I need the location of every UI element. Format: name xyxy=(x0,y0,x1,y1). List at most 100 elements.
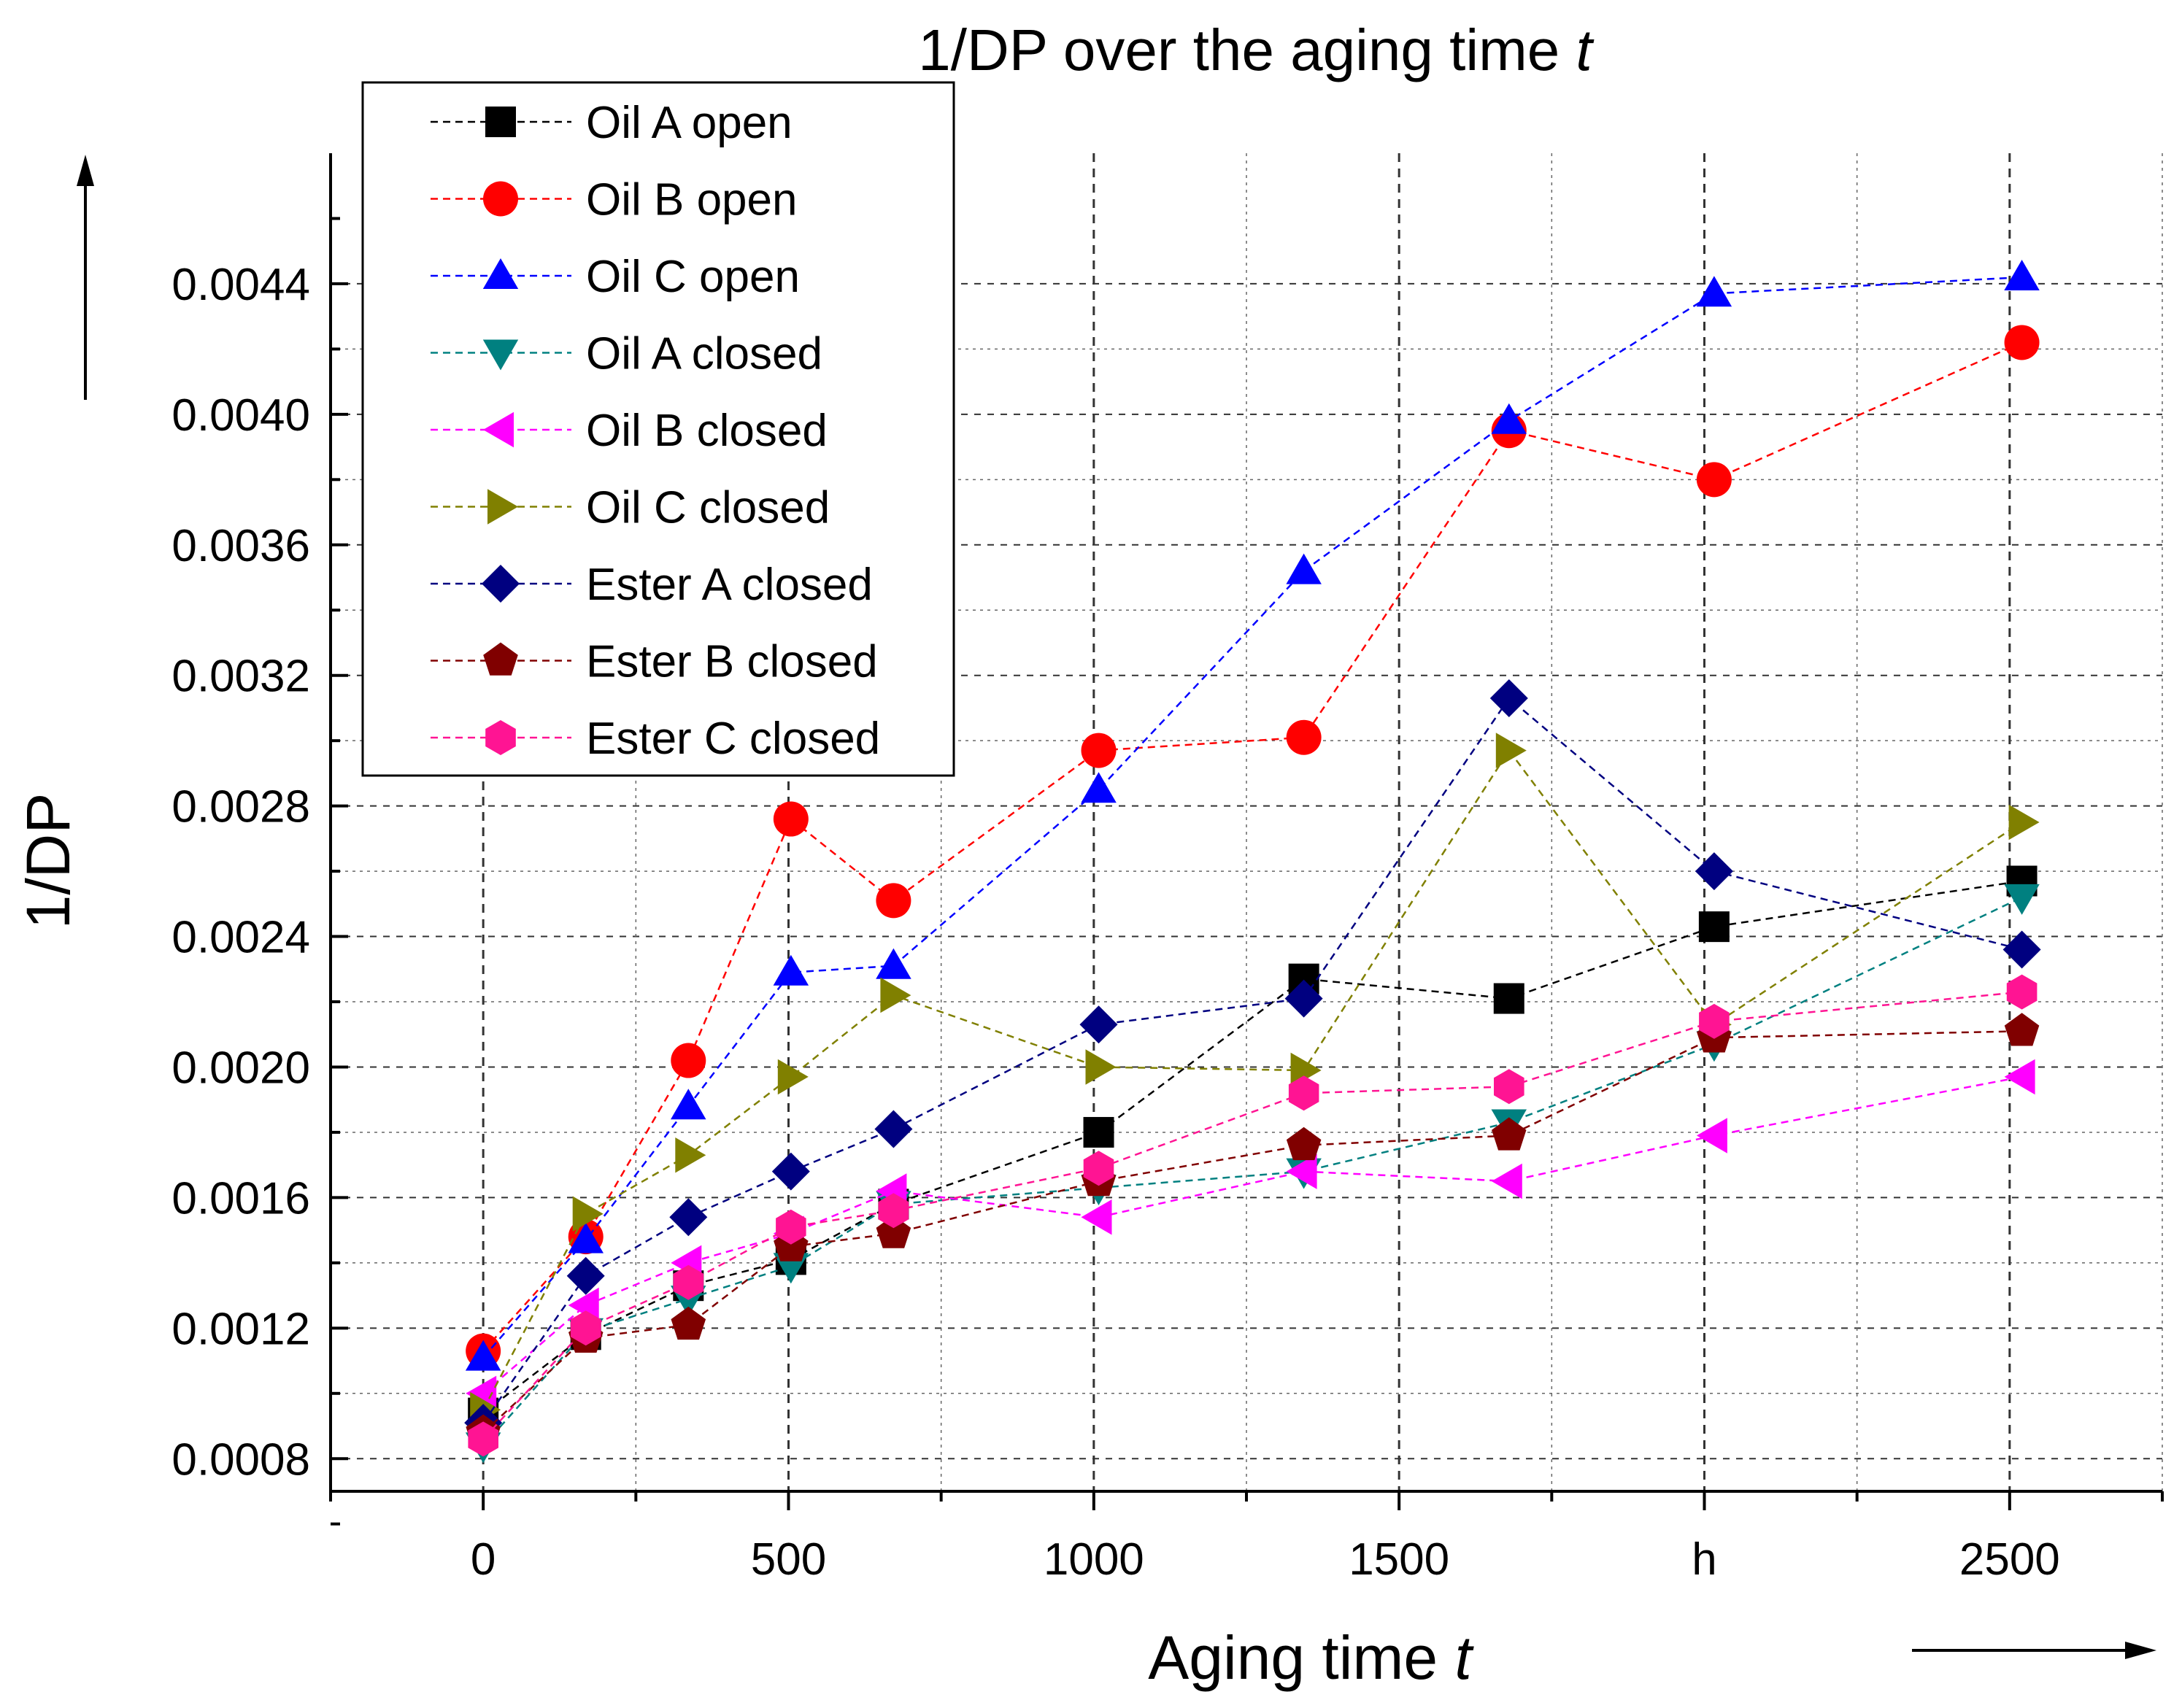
data-point-ester-c-closed xyxy=(776,1209,806,1245)
data-point-ester-a-closed xyxy=(1284,979,1323,1018)
y-tick-label: 0.0012 xyxy=(171,1304,310,1354)
data-point-oil-c-open xyxy=(1286,553,1322,584)
series-line-oil-c-open xyxy=(482,276,2022,1359)
data-point-ester-b-closed xyxy=(671,1306,706,1340)
y-tick-label: 0.0028 xyxy=(171,782,310,832)
data-point-oil-b-open xyxy=(773,801,809,837)
y-tick-label: 0.0020 xyxy=(171,1043,310,1093)
chart-title: 1/DP over the aging time t xyxy=(918,18,1594,82)
series-oil-a-open xyxy=(468,865,2038,1429)
data-point-ester-a-closed xyxy=(771,1152,810,1191)
legend-marker xyxy=(483,642,518,676)
data-point-oil-c-open xyxy=(465,1340,501,1371)
legend-label: Oil C open xyxy=(586,252,800,302)
data-point-oil-c-closed xyxy=(1085,1049,1117,1085)
x-tick-label: 500 xyxy=(751,1534,826,1585)
data-point-oil-b-open xyxy=(1081,733,1117,768)
data-point-ester-c-closed xyxy=(468,1421,498,1457)
data-point-ester-c-closed xyxy=(1083,1151,1114,1186)
data-point-ester-b-closed xyxy=(1492,1117,1527,1151)
data-point-oil-b-open xyxy=(876,883,911,919)
series-line-oil-a-closed xyxy=(482,896,2023,1447)
x-tick-label: 2500 xyxy=(1959,1534,2060,1585)
series-line-ester-a-closed xyxy=(482,697,2022,1423)
data-point-ester-a-closed xyxy=(1079,1005,1118,1044)
data-point-oil-c-closed xyxy=(2008,804,2040,841)
data-point-oil-b-open xyxy=(1696,462,1732,498)
series-line-oil-b-closed xyxy=(482,1075,2022,1394)
chart-title-text: 1/DP over the aging time xyxy=(918,18,1560,82)
data-point-oil-c-open xyxy=(2004,260,2040,290)
legend-item: Oil B open xyxy=(431,175,798,225)
x-axis-arrow-head xyxy=(2125,1642,2156,1659)
legend-item: Ester C closed xyxy=(431,714,880,764)
series-line-oil-a-open xyxy=(482,880,2022,1414)
legend-label: Oil B closed xyxy=(586,406,828,456)
legend-label: Oil A closed xyxy=(586,329,822,379)
legend-marker xyxy=(482,339,519,371)
series-line-ester-b-closed xyxy=(482,1030,2022,1434)
data-point-oil-b-open xyxy=(2004,325,2040,360)
data-point-ester-a-closed xyxy=(874,1110,913,1148)
data-point-ester-c-closed xyxy=(1288,1075,1319,1111)
y-tick-label: 0.0040 xyxy=(171,390,310,441)
legend-item: Oil B closed xyxy=(431,406,828,456)
data-point-ester-c-closed xyxy=(1699,1003,1730,1039)
data-point-ester-a-closed xyxy=(2002,930,2041,969)
data-point-ester-a-closed xyxy=(1695,852,1733,891)
series-line-ester-c-closed xyxy=(482,991,2022,1440)
data-point-oil-a-open xyxy=(1083,1116,1114,1148)
x-tick-label: 1500 xyxy=(1349,1534,1449,1585)
x-axis-label: Aging time t xyxy=(1148,1623,1474,1692)
series-oil-c-open xyxy=(465,260,2040,1371)
series-oil-c-closed xyxy=(470,733,2040,1428)
data-point-ester-a-closed xyxy=(566,1256,605,1295)
legend-marker xyxy=(482,258,519,289)
legend-marker xyxy=(482,565,520,603)
data-point-oil-b-open xyxy=(1286,719,1322,755)
x-axis-label-italic: t xyxy=(1454,1623,1474,1692)
legend-marker xyxy=(485,720,516,755)
x-tick-label: 0 xyxy=(471,1534,496,1585)
data-point-oil-b-closed xyxy=(1696,1118,1727,1154)
data-point-oil-c-closed xyxy=(777,1059,809,1095)
legend-label: Oil B open xyxy=(586,175,798,225)
legend-item: Ester B closed xyxy=(431,637,878,687)
y-tick-label: 0.0008 xyxy=(171,1434,310,1485)
data-point-oil-b-closed xyxy=(466,1375,497,1412)
data-point-oil-c-open xyxy=(1696,276,1732,307)
data-point-oil-b-open xyxy=(671,1043,706,1078)
data-point-oil-c-open xyxy=(568,1222,604,1253)
x-tick-label: 1000 xyxy=(1044,1534,1144,1585)
legend-marker xyxy=(483,181,518,217)
data-point-ester-c-closed xyxy=(673,1264,704,1300)
series-line-oil-c-closed xyxy=(482,749,2023,1410)
y-axis-arrow-head xyxy=(77,155,94,186)
y-tick-label: 0.0024 xyxy=(171,913,310,963)
data-point-oil-a-open xyxy=(1698,911,1730,943)
series-layer xyxy=(464,260,2041,1464)
legend: Oil A open Oil B open Oil C open Oil A clos… xyxy=(361,81,955,777)
data-point-ester-b-closed xyxy=(876,1215,911,1248)
x-tick-label: h xyxy=(1692,1534,1716,1585)
legend-label: Oil C closed xyxy=(586,483,830,533)
data-point-ester-c-closed xyxy=(1494,1069,1524,1105)
chart-title-italic: t xyxy=(1576,18,1595,82)
x-axis-arrow xyxy=(1912,1642,2156,1659)
data-point-ester-b-closed xyxy=(1286,1127,1322,1161)
series-ester-c-closed xyxy=(468,974,2038,1457)
data-point-oil-c-open xyxy=(876,948,911,979)
data-point-oil-b-closed xyxy=(1081,1199,1112,1235)
legend-item: Ester A closed xyxy=(431,560,873,610)
data-point-ester-c-closed xyxy=(2006,974,2038,1010)
x-axis-label-text: Aging time xyxy=(1148,1623,1438,1692)
legend-item: Oil A open xyxy=(431,98,793,148)
data-point-ester-c-closed xyxy=(878,1193,909,1229)
axes: 0.0008 0.0012 0.0016 0.0020 0.0024 0.0028 0.00… xyxy=(171,153,2164,1585)
data-point-oil-c-closed xyxy=(675,1137,706,1173)
data-point-oil-b-closed xyxy=(1491,1163,1522,1199)
legend-label: Ester B closed xyxy=(586,637,878,687)
series-oil-a-closed xyxy=(465,884,2040,1464)
legend-marker xyxy=(483,411,514,448)
